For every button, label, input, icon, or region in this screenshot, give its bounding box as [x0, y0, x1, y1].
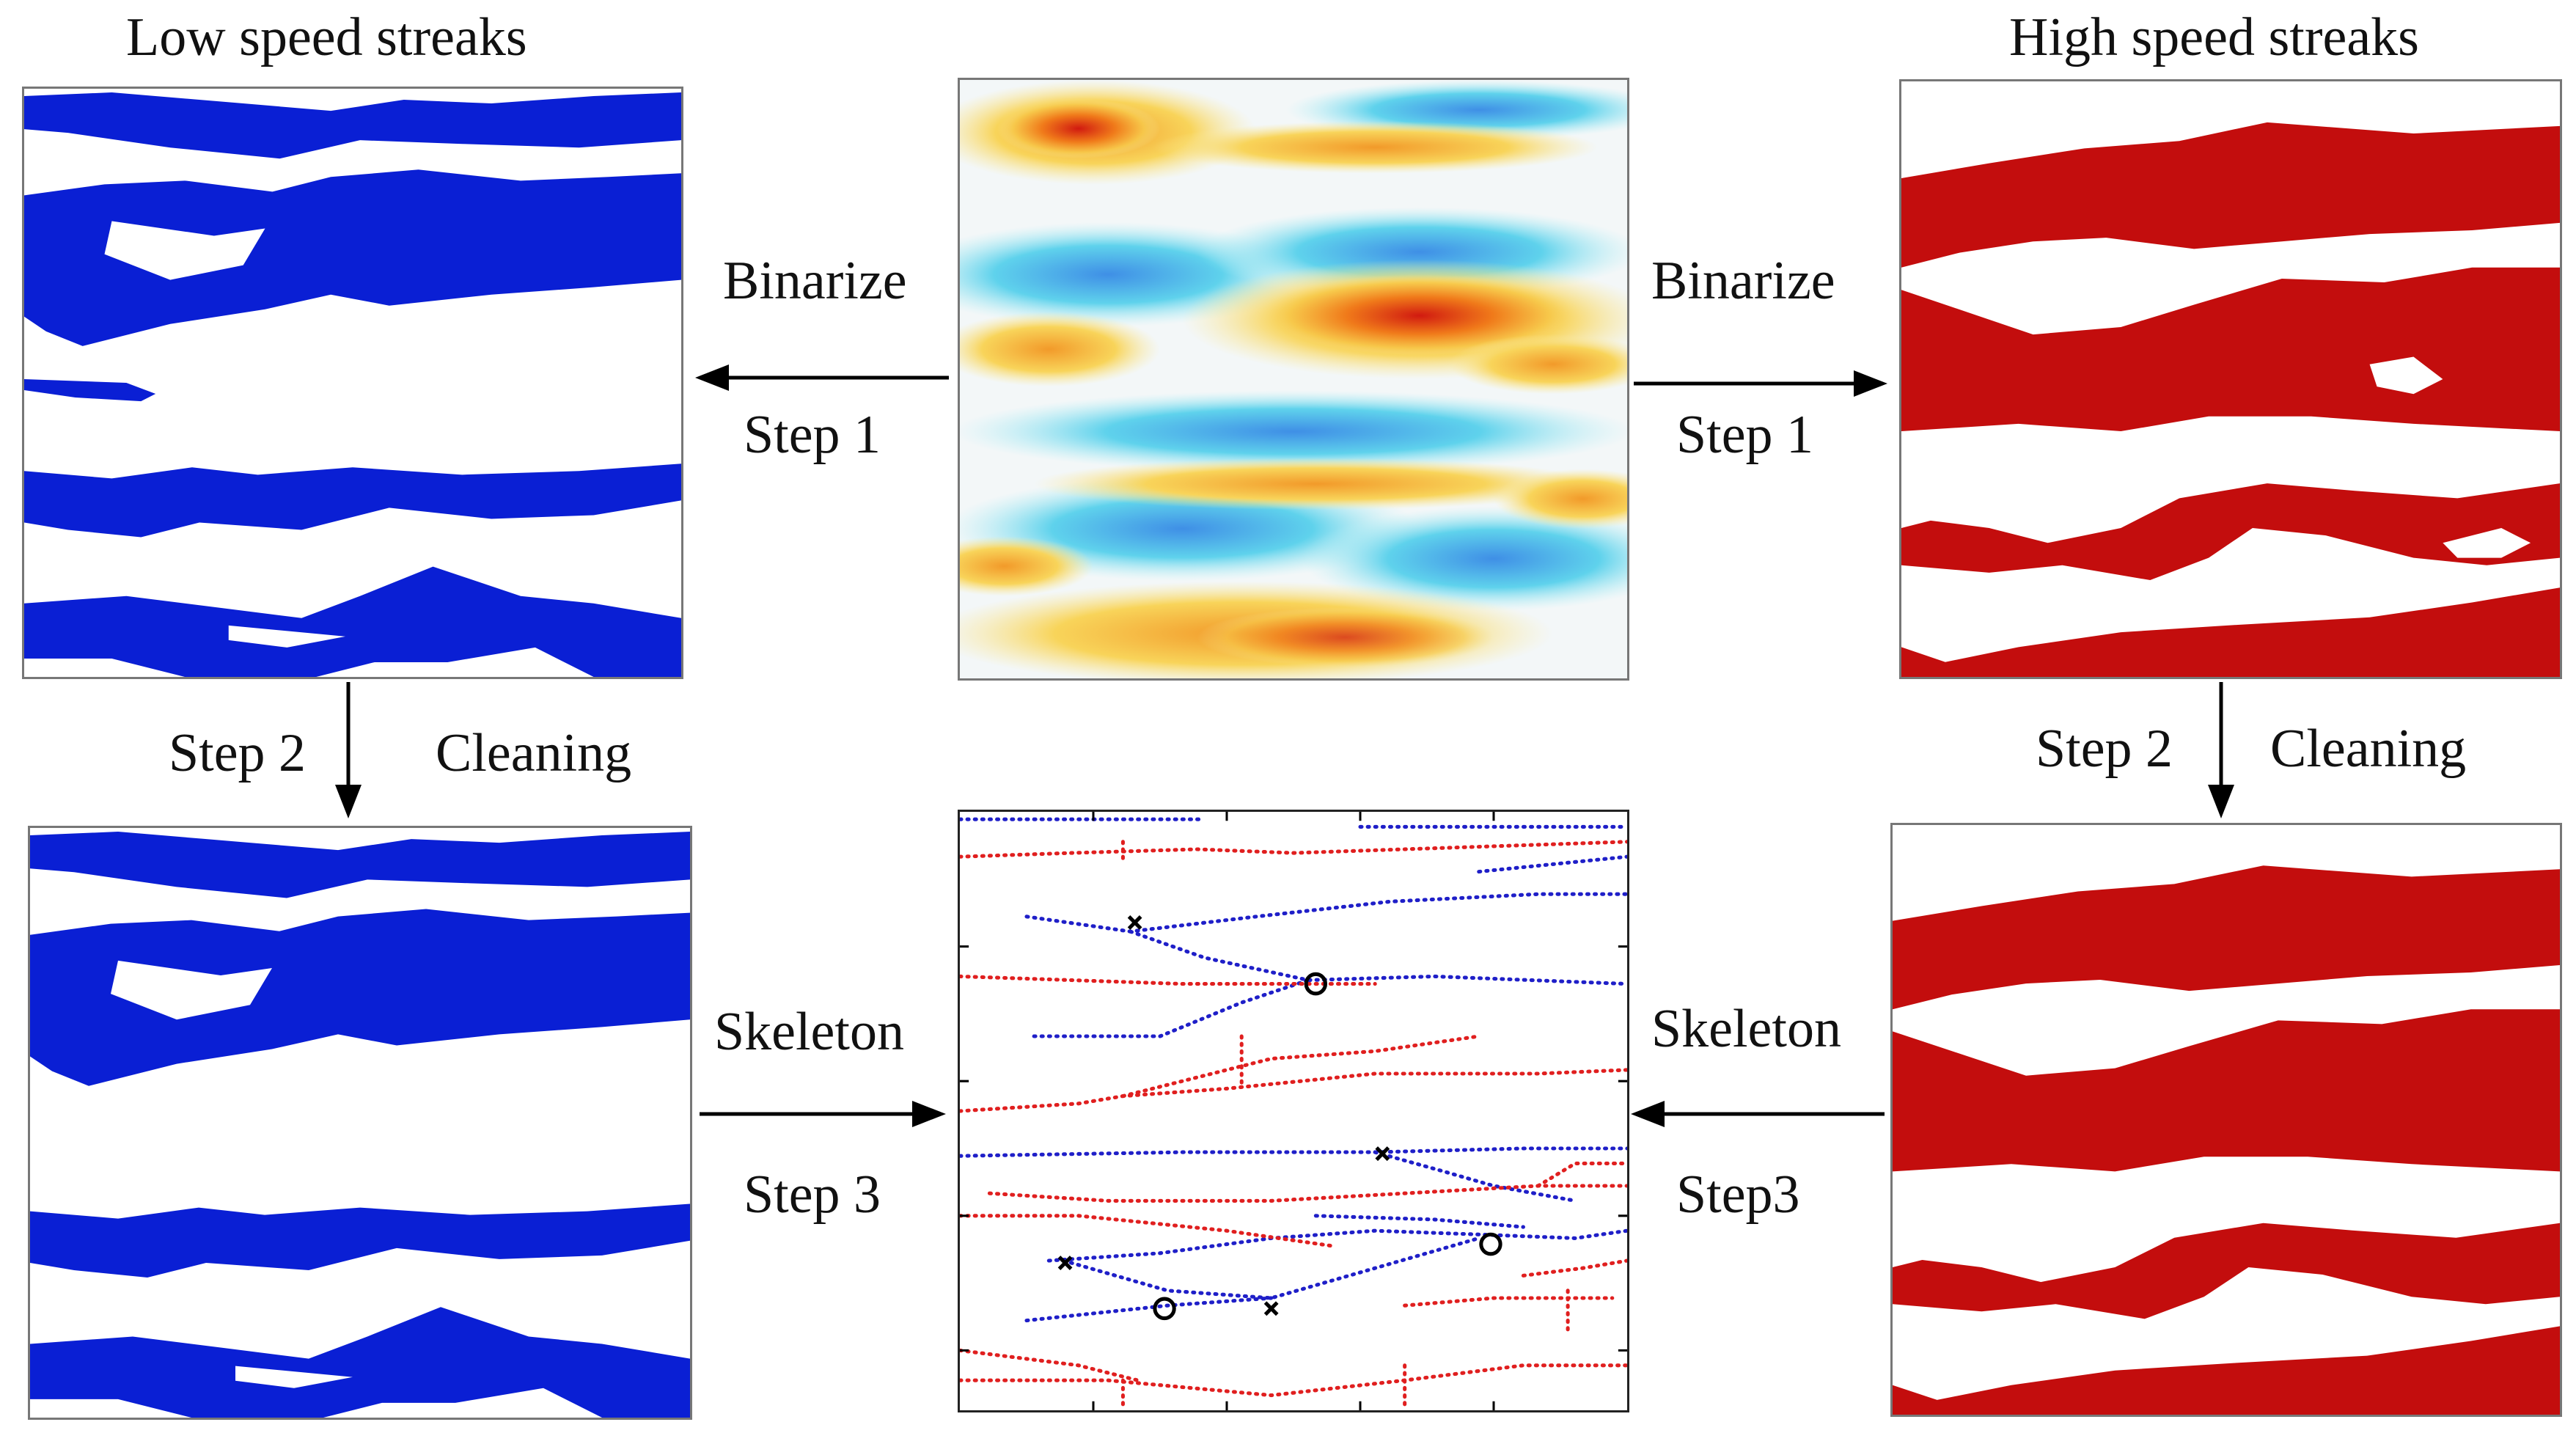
skeleton-panel [958, 810, 1629, 1412]
right-step3-arrow [1631, 1101, 1885, 1127]
high-speed-cleaned-image [1893, 825, 2560, 1415]
low-speed-binarized-image [24, 92, 681, 677]
low-speed-binarized-panel [22, 87, 683, 679]
right-cleaning-label: Cleaning [2270, 719, 2467, 779]
velocity-field-image [960, 80, 1627, 678]
high-speed-cleaned-panel [1890, 823, 2562, 1417]
left-skeleton-label: Skeleton [714, 1002, 904, 1062]
skeleton-image [960, 812, 1627, 1410]
left-step1-label: Step 1 [744, 405, 881, 465]
high-speed-title: High speed streaks [2009, 7, 2419, 67]
right-step2-label: Step 2 [2036, 719, 2173, 779]
high-speed-binarized-image [1901, 81, 2560, 677]
left-cleaning-label: Cleaning [436, 723, 632, 783]
left-binarize-label: Binarize [723, 251, 907, 311]
right-step1-label: Step 1 [1676, 405, 1814, 465]
left-step2-label: Step 2 [169, 723, 307, 783]
left-step2-arrow [335, 682, 362, 818]
right-step3-label: Step3 [1676, 1165, 1800, 1225]
left-step1-arrow [695, 364, 949, 391]
right-step2-arrow [2208, 682, 2234, 818]
low-speed-cleaned-image [30, 832, 690, 1418]
left-step3-label: Step 3 [744, 1165, 881, 1225]
right-skeleton-label: Skeleton [1651, 999, 1841, 1059]
right-step1-arrow [1634, 370, 1887, 397]
low-speed-cleaned-panel [28, 826, 692, 1420]
velocity-field-panel [958, 78, 1629, 681]
high-speed-binarized-panel [1899, 79, 2562, 679]
skeleton-markers [1057, 915, 1502, 1321]
low-speed-title: Low speed streaks [126, 7, 527, 67]
left-step3-arrow [700, 1101, 946, 1127]
right-binarize-label: Binarize [1651, 251, 1835, 311]
